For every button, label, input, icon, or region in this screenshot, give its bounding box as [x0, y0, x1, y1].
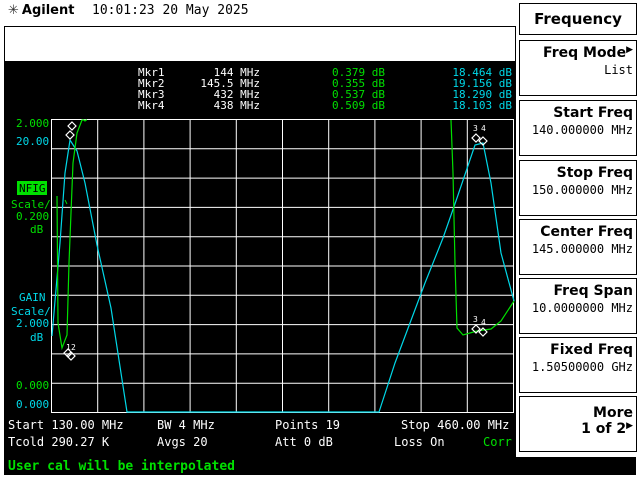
svg-text:2: 2 — [71, 343, 76, 352]
marker-1-freq: 144 MHz — [214, 66, 260, 79]
svg-text:4: 4 — [481, 124, 486, 133]
fixed-freq-softkey[interactable]: Fixed Freq 1.50500000 GHz — [519, 337, 637, 393]
center-freq-value: 145.000000 MHz — [531, 242, 633, 256]
fixed-freq-value: 1.50500000 GHz — [531, 360, 633, 374]
marker-4-nfig: 0.509 dB — [332, 99, 385, 112]
marker-3-nfig: 0.537 dB — [332, 88, 385, 101]
points-text: Points 19 — [275, 418, 340, 432]
nfig-bottom-value: 0.000 — [16, 379, 49, 392]
gain-unit: dB — [30, 331, 44, 344]
marker-2-gain-symbol — [65, 130, 75, 140]
nfig-trace-right — [450, 119, 515, 336]
marker-1-nfig: 0.379 dB — [332, 66, 385, 79]
gain-scale-label: Scale/ — [11, 305, 51, 318]
svg-text:1: 1 — [66, 343, 71, 352]
bandwidth-text: BW 4 MHz — [157, 418, 215, 432]
marker-4-freq: 438 MHz — [214, 99, 260, 112]
stop-freq-value: 150.000000 MHz — [531, 183, 633, 197]
time: 10:01:23 — [92, 3, 155, 18]
freq-span-value: 10.0000000 MHz — [531, 301, 633, 315]
marker-2-nfig: 0.355 dB — [332, 77, 385, 90]
nfig-label[interactable]: NFIG — [19, 182, 46, 195]
gain-top-value: 20.00 — [16, 135, 49, 148]
more-softkey[interactable]: More 1 of 2▶ — [519, 396, 637, 452]
stop-freq-text: Stop 460.00 MHz — [401, 418, 509, 432]
marker-2-freq: 145.5 MHz — [200, 77, 260, 90]
marker-4-gain: 18.103 dB — [452, 99, 512, 112]
freq-mode-value: List — [604, 63, 633, 77]
nfig-scale-value: 0.200 — [16, 210, 49, 223]
footer-annotations: Start 130.00 MHz BW 4 MHz Points 19 Stop… — [8, 418, 512, 449]
start-freq-text: Start 130.00 MHz — [8, 418, 124, 432]
more-page: 1 of 2 — [581, 421, 627, 437]
measurement-display: Mkr1 144 MHz 0.379 dB 18.464 dB Mkr2 145… — [4, 62, 516, 457]
svg-text:4: 4 — [481, 318, 486, 327]
tcold-text: Tcold 290.27 K — [8, 435, 110, 449]
averages-text: Avgs 20 — [157, 435, 208, 449]
freq-mode-softkey[interactable]: Freq Mode▶ List — [519, 40, 637, 96]
marker-3-gain-symbol — [471, 133, 481, 143]
freq-mode-label: Freq Mode — [543, 45, 627, 61]
marker-1-gain: 18.464 dB — [452, 66, 512, 79]
marker-3-gain: 18.290 dB — [452, 88, 512, 101]
nfig-top-value: 2.000 — [16, 117, 49, 130]
svg-text:3: 3 — [473, 124, 478, 133]
freq-span-label: Freq Span — [553, 283, 633, 299]
y-axis-labels: 2.000 20.00 NFIG Scale/ 0.200 dB GAIN Sc… — [11, 117, 51, 411]
submenu-arrow-icon: ▶ — [626, 45, 633, 55]
marker-symbols — [63, 121, 488, 361]
marker-2-name: Mkr2 — [138, 77, 165, 90]
marker-3-freq: 432 MHz — [214, 88, 260, 101]
marker-4-nfig-symbol — [478, 327, 488, 337]
attenuation-text: Att 0 dB — [275, 435, 333, 449]
submenu-arrow-icon: ▶ — [626, 421, 633, 431]
marker-3-nfig-symbol — [471, 324, 481, 334]
center-freq-softkey[interactable]: Center Freq 145.000000 MHz — [519, 219, 637, 275]
nfig-scale-label: Scale/ — [11, 198, 51, 211]
marker-1-name: Mkr1 — [138, 66, 165, 79]
marker-table: Mkr1 144 MHz 0.379 dB 18.464 dB Mkr2 145… — [138, 66, 512, 112]
stop-freq-label: Stop Freq — [556, 165, 633, 181]
freq-span-softkey[interactable]: Freq Span 10.0000000 MHz — [519, 278, 637, 334]
center-freq-label: Center Freq — [540, 224, 633, 240]
clock: 10:01:23 20 May 2025 — [92, 3, 249, 18]
nfig-unit: dB — [30, 223, 44, 236]
marker-1-gain-symbol — [67, 121, 77, 131]
nfig-trace — [56, 119, 87, 351]
marker-4-name: Mkr4 — [138, 99, 165, 112]
nfig-glitch — [64, 199, 68, 205]
nfig-label-highlight — [17, 181, 47, 195]
stop-freq-softkey[interactable]: Stop Freq 150.000000 MHz — [519, 160, 637, 216]
date: 20 May 2025 — [162, 3, 249, 18]
measurement-graph: Mkr1 144 MHz 0.379 dB 18.464 dB Mkr2 145… — [8, 66, 515, 449]
fixed-freq-label: Fixed Freq — [550, 342, 633, 358]
start-freq-softkey[interactable]: Start Freq 140.000000 MHz — [519, 100, 637, 156]
marker-4-gain-symbol — [478, 136, 488, 146]
brand: ✳ Agilent — [8, 3, 74, 18]
corr-indicator: Corr — [483, 435, 512, 449]
agilent-sparkle-icon: ✳ — [8, 3, 19, 18]
softkey-menu-title: Frequency — [519, 3, 637, 35]
status-line: User cal will be interpolated — [4, 457, 636, 475]
start-freq-value: 140.000000 MHz — [531, 123, 633, 137]
more-label: More — [593, 405, 633, 421]
svg-text:3: 3 — [473, 315, 478, 324]
start-freq-label: Start Freq — [553, 105, 633, 121]
gain-label[interactable]: GAIN — [19, 291, 46, 304]
gain-bottom-value: 0.000 — [16, 398, 49, 411]
marker-2-nfig-symbol — [66, 351, 76, 361]
message-area — [4, 26, 516, 62]
gain-scale-value: 2.000 — [16, 317, 49, 330]
marker-3-name: Mkr3 — [138, 88, 165, 101]
loss-text: Loss On — [394, 435, 445, 449]
graticule — [51, 119, 514, 413]
marker-2-gain: 19.156 dB — [452, 77, 512, 90]
brand-name: Agilent — [21, 3, 75, 18]
